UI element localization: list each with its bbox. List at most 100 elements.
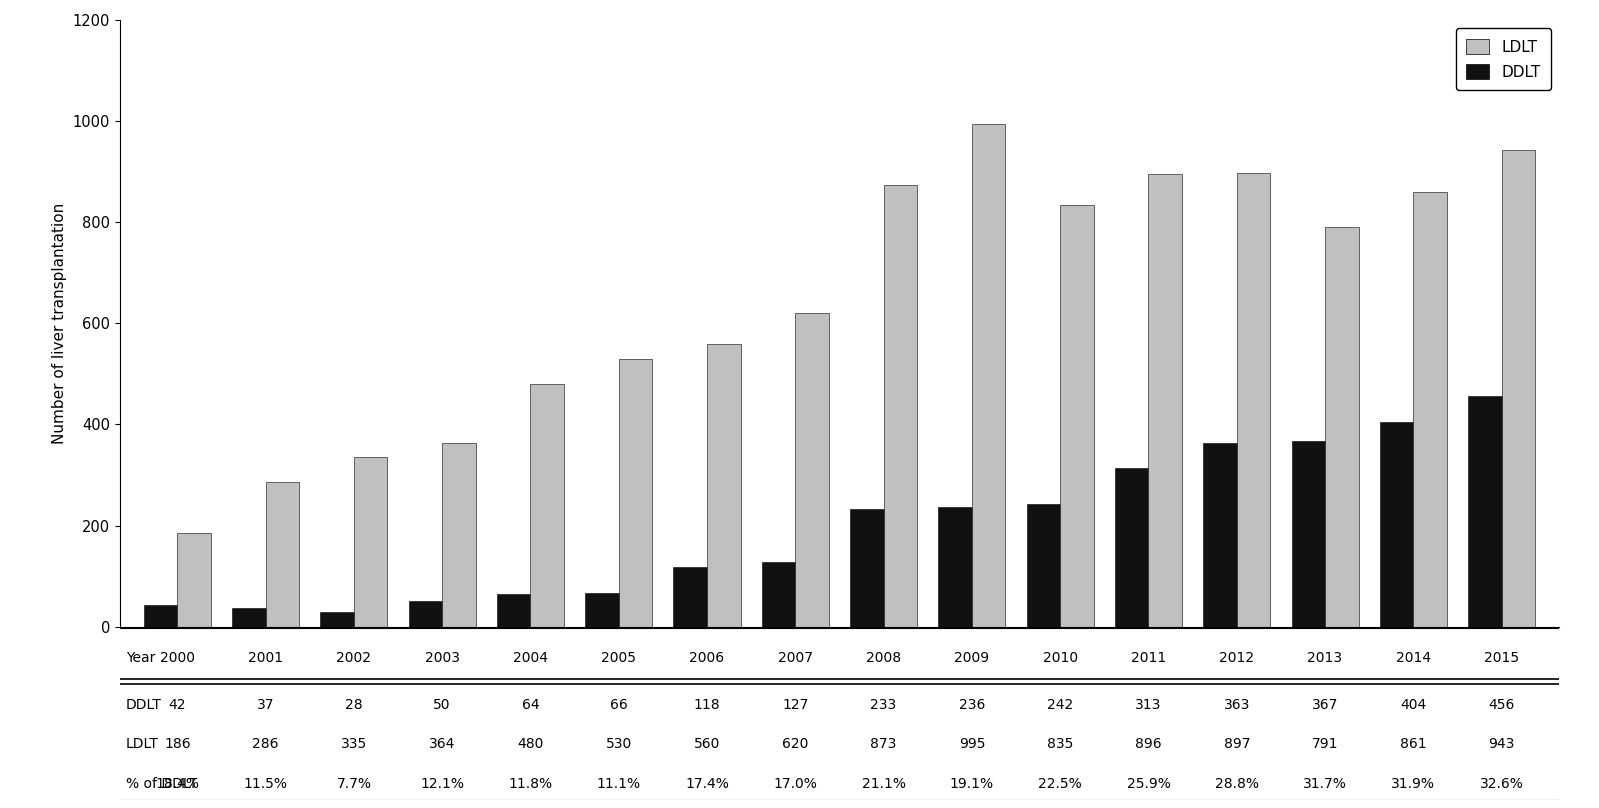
Text: 21.1%: 21.1% [862,777,905,791]
Text: 286: 286 [253,738,278,751]
Bar [585,593,619,627]
Text: 313: 313 [1135,697,1161,712]
Bar [1380,423,1414,627]
Bar [1414,191,1447,627]
Text: 791: 791 [1311,738,1338,751]
Text: 995: 995 [959,738,985,751]
Text: 28: 28 [345,697,363,712]
Bar [1148,174,1182,627]
Text: 2011: 2011 [1130,650,1166,665]
Text: 2000: 2000 [160,650,195,665]
Text: 22.5%: 22.5% [1038,777,1083,791]
Bar [1326,227,1359,627]
Text: 11.8%: 11.8% [508,777,553,791]
Text: 835: 835 [1047,738,1073,751]
Bar [619,359,652,627]
Text: 31.7%: 31.7% [1303,777,1346,791]
Text: 2015: 2015 [1484,650,1519,665]
Text: 620: 620 [782,738,809,751]
Text: 2010: 2010 [1043,650,1078,665]
Text: 118: 118 [694,697,721,712]
Bar [884,186,918,627]
Bar [443,443,477,627]
Bar [1202,444,1236,627]
Text: 2007: 2007 [777,650,812,665]
Text: 37: 37 [257,697,275,712]
Bar [144,605,177,627]
Text: 12.1%: 12.1% [421,777,464,791]
Bar [795,314,828,627]
Text: 363: 363 [1223,697,1250,712]
Bar [707,343,740,627]
Bar [177,532,211,627]
Text: 242: 242 [1047,697,1073,712]
Text: 480: 480 [518,738,544,751]
Text: 2014: 2014 [1396,650,1431,665]
Bar [972,124,1006,627]
Text: 32.6%: 32.6% [1479,777,1524,791]
Bar [1501,150,1535,627]
Text: 28.8%: 28.8% [1215,777,1258,791]
Text: 2005: 2005 [601,650,636,665]
Text: 335: 335 [341,738,368,751]
Text: LDLT: LDLT [126,738,158,751]
Legend: LDLT, DDLT: LDLT, DDLT [1455,27,1551,90]
Text: 560: 560 [694,738,720,751]
Text: 50: 50 [433,697,451,712]
Text: 873: 873 [870,738,897,751]
Bar [1468,396,1501,627]
Text: 2006: 2006 [689,650,724,665]
Text: 897: 897 [1223,738,1250,751]
Text: 42: 42 [168,697,185,712]
Text: 31.9%: 31.9% [1391,777,1436,791]
Text: 2004: 2004 [513,650,548,665]
Text: 367: 367 [1311,697,1338,712]
Bar [939,507,972,627]
Bar [1292,441,1326,627]
Text: 17.0%: 17.0% [774,777,817,791]
Text: 7.7%: 7.7% [336,777,371,791]
Text: 2009: 2009 [955,650,990,665]
Text: 943: 943 [1489,738,1514,751]
Text: 2008: 2008 [867,650,902,665]
Text: 2013: 2013 [1308,650,1343,665]
Bar [1115,469,1148,627]
Text: 2002: 2002 [336,650,371,665]
Text: 127: 127 [782,697,809,712]
Text: 25.9%: 25.9% [1127,777,1170,791]
Bar [673,567,707,627]
Bar [353,457,387,627]
Text: 11.1%: 11.1% [596,777,641,791]
Text: 11.5%: 11.5% [243,777,288,791]
Bar [497,595,531,627]
Text: 456: 456 [1489,697,1514,712]
Text: 364: 364 [429,738,456,751]
Text: Year: Year [126,650,155,665]
Bar [1236,174,1270,627]
Text: 18.4%: 18.4% [155,777,200,791]
Text: 233: 233 [870,697,897,712]
Text: 19.1%: 19.1% [950,777,995,791]
Bar [531,384,564,627]
Text: 186: 186 [165,738,190,751]
Text: 404: 404 [1401,697,1426,712]
Text: % of DDLT: % of DDLT [126,777,197,791]
Text: DDLT: DDLT [126,697,161,712]
Text: 2003: 2003 [425,650,459,665]
Text: 861: 861 [1401,738,1426,751]
Text: 17.4%: 17.4% [684,777,729,791]
Bar [1027,504,1060,627]
Bar [265,482,299,627]
Bar [851,509,884,627]
Text: 64: 64 [521,697,539,712]
Bar [232,608,265,627]
Text: 896: 896 [1135,738,1162,751]
Y-axis label: Number of liver transplantation: Number of liver transplantation [53,203,67,444]
Text: 66: 66 [609,697,628,712]
Bar [1060,204,1094,627]
Text: 236: 236 [959,697,985,712]
Bar [320,612,353,627]
Bar [761,562,795,627]
Text: 2012: 2012 [1218,650,1254,665]
Bar [409,601,443,627]
